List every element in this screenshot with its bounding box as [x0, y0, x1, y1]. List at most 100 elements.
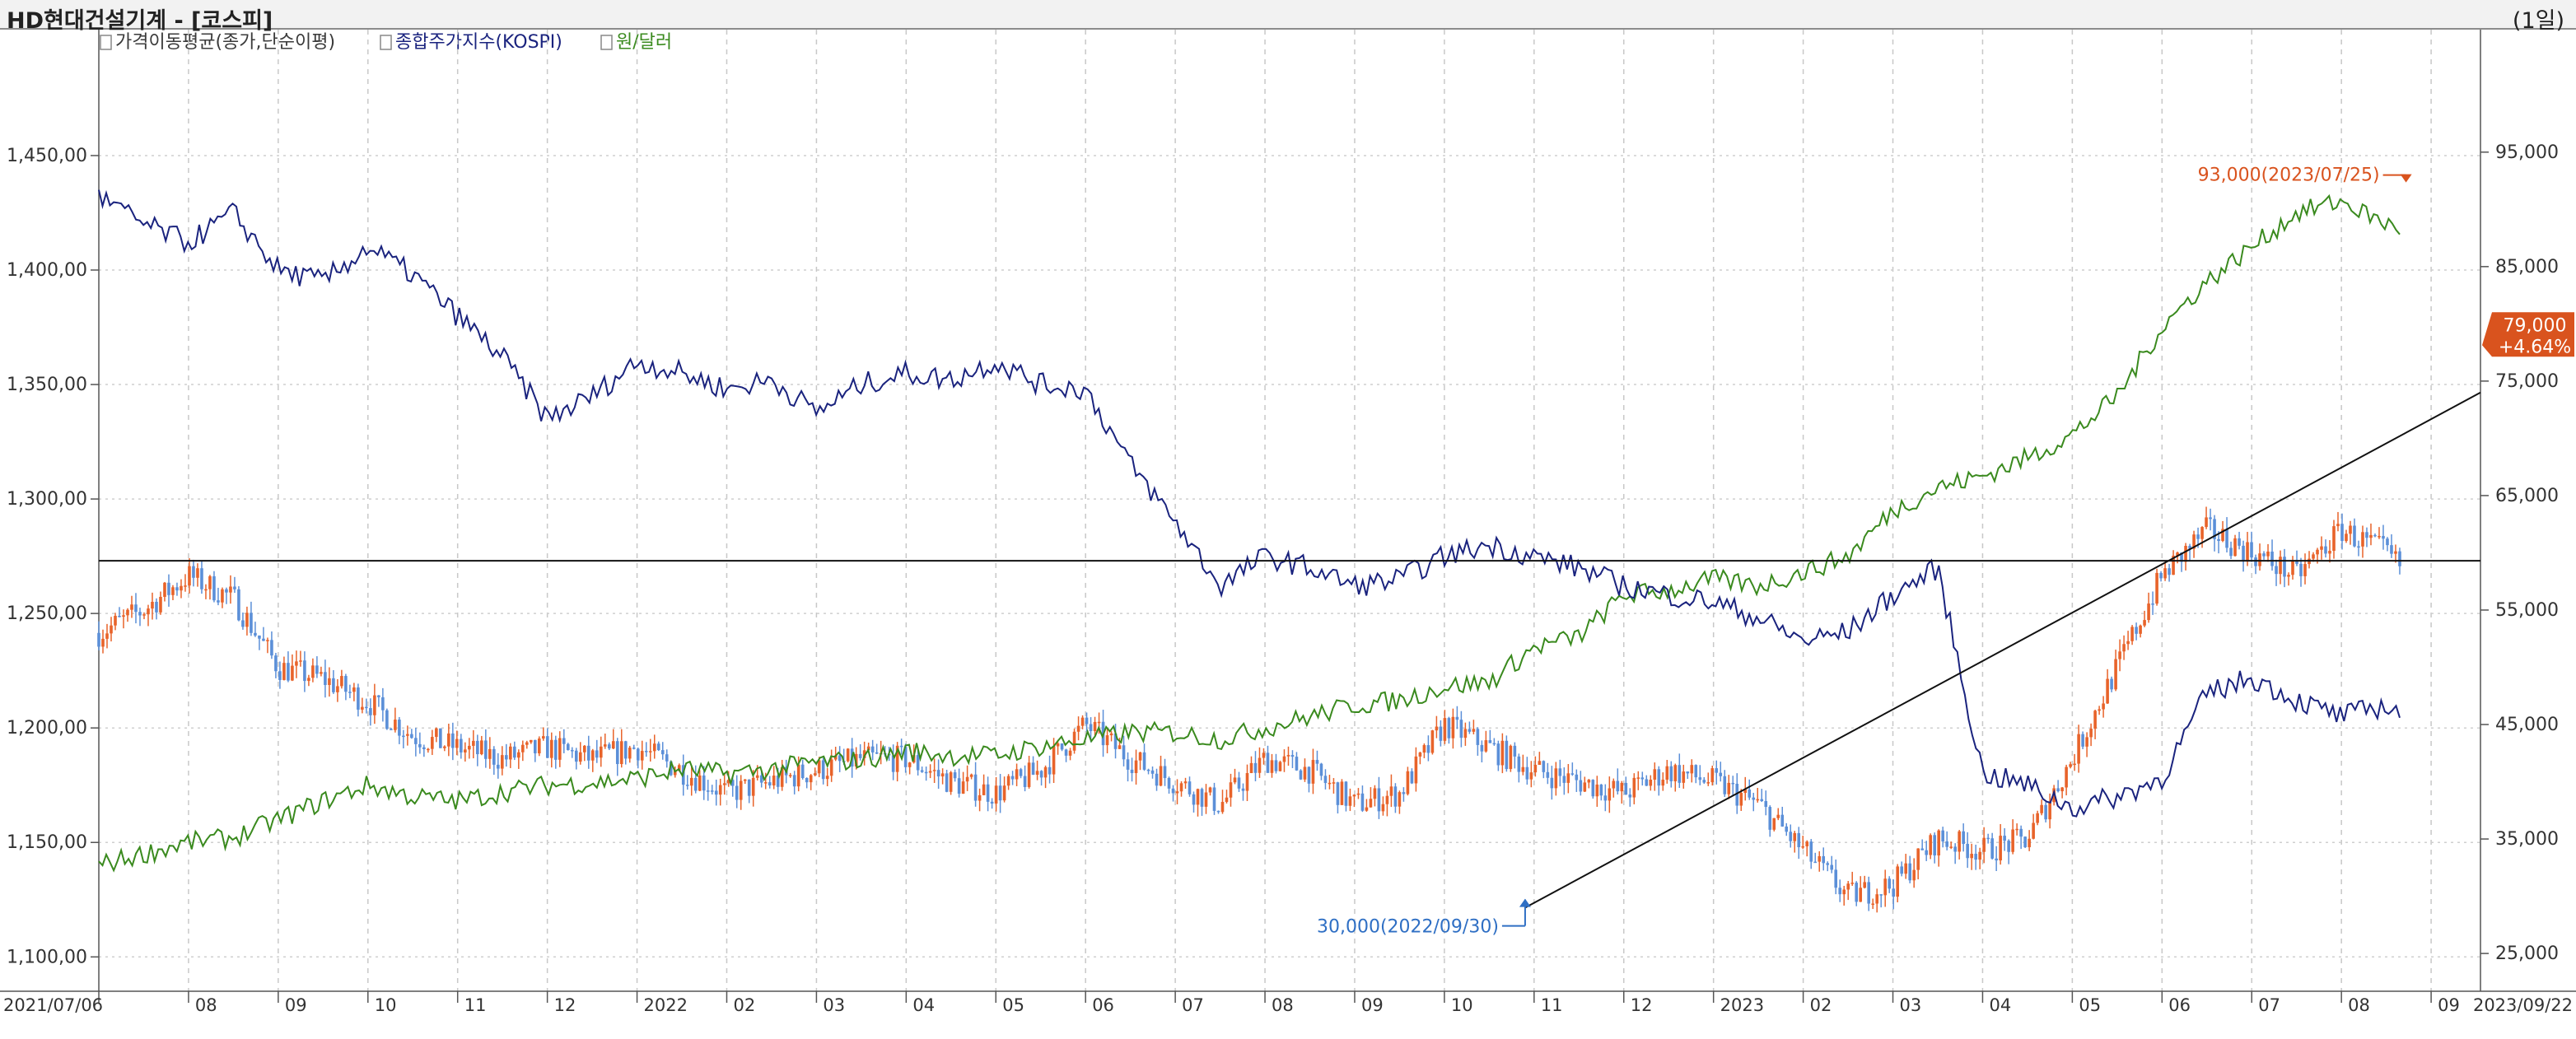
candle-body [435, 728, 438, 738]
left-tick-label: 1,450,00 [7, 146, 87, 166]
candle-body [1109, 733, 1113, 736]
candle-body [677, 765, 681, 771]
candle-body [965, 776, 969, 782]
candle-body [660, 750, 665, 755]
candle-body [718, 785, 722, 795]
candle-body [1245, 773, 1249, 791]
candle-body [2073, 763, 2076, 766]
candle-body [590, 750, 595, 761]
candle-body [97, 632, 100, 647]
candle-body [1220, 802, 1225, 813]
candle-body [920, 770, 924, 772]
candle-body [1315, 760, 1319, 764]
candle-body [254, 632, 257, 636]
legend-entry-2: 종합주가지수(KOSPI) [395, 32, 562, 53]
candle-body [1064, 749, 1068, 756]
candle-body [1105, 735, 1109, 746]
candle-body [2209, 517, 2212, 520]
candle-body [1369, 799, 1373, 808]
candle-body [303, 660, 306, 682]
candle-body [1039, 771, 1043, 778]
candle-body [710, 790, 714, 792]
candle-body [698, 775, 702, 791]
x-tick-label: 04 [1989, 995, 2011, 1015]
candle-body [1072, 731, 1076, 751]
chart-title: HD현대건설기계 - [코스피] [7, 8, 273, 34]
candle-body [196, 568, 199, 578]
candle-body [1937, 830, 1940, 856]
candle-body [574, 750, 578, 762]
candle-body [1793, 832, 1797, 841]
candle-body [903, 747, 908, 767]
candle-body [530, 739, 533, 743]
candle-body [2089, 729, 2093, 738]
candle-body [1311, 760, 1315, 784]
candle-body [155, 602, 158, 613]
candle-body [1476, 729, 1480, 745]
candle-body [743, 779, 747, 781]
candle-body [2217, 538, 2220, 542]
candle-body [2060, 787, 2064, 792]
candle-body [838, 755, 842, 762]
candle-body [1710, 768, 1715, 783]
candle-body [2262, 553, 2266, 557]
candle-body [373, 695, 376, 715]
candle-body [796, 764, 800, 787]
candle-body [1855, 883, 1859, 902]
x-tick-label: 08 [2348, 995, 2370, 1015]
candle-body [2032, 822, 2035, 839]
candle-body [1760, 799, 1764, 801]
price-chart[interactable]: 가격이동평균(종가,단순이평) 종합주가지수(KOSPI) 원/달러 08 09 10 1… [0, 30, 2576, 1039]
candle-body [1500, 740, 1505, 766]
legend-entry-1: 가격이동평균(종가,단순이평) [115, 32, 335, 53]
candle-body [1319, 763, 1323, 776]
candle-body [1916, 848, 1920, 870]
candle-body [1167, 778, 1171, 789]
candle-body [217, 600, 220, 603]
candle-body [2003, 836, 2006, 841]
candle-body [2213, 519, 2216, 539]
candle-body [2040, 804, 2043, 813]
candle-body [2028, 838, 2031, 848]
candle-body [208, 575, 212, 589]
candle-body [1558, 768, 1562, 776]
x-tick-label: 11 [464, 995, 487, 1015]
candle-body [460, 738, 463, 752]
candle-body [542, 736, 545, 739]
candle-body [735, 785, 739, 800]
candle-body [1430, 730, 1435, 753]
candle-body [1188, 781, 1192, 794]
candle-body [1056, 743, 1060, 747]
x-tick-label: 03 [823, 995, 845, 1015]
candle-body [1888, 878, 1891, 889]
candle-body [200, 568, 203, 589]
candle-body [1673, 765, 1678, 781]
candle-body [599, 746, 603, 758]
candle-body [1192, 794, 1196, 805]
candle-body [1962, 831, 1965, 845]
candle-body [1015, 769, 1019, 780]
candle-body [1929, 835, 1932, 855]
candle-body [1496, 743, 1500, 766]
candle-body [1113, 733, 1118, 749]
left-tick-label: 1,350,00 [7, 375, 87, 395]
candle-body [2065, 766, 2068, 788]
candle-body [2126, 641, 2130, 645]
candle-body [1373, 788, 1377, 799]
candle-body [2332, 526, 2336, 552]
x-tick-label: 12 [554, 995, 576, 1015]
candle-body [891, 755, 895, 772]
candle-body [451, 733, 455, 748]
candle-body [476, 740, 479, 755]
candle-body [1595, 784, 1599, 797]
candle-body [1258, 757, 1262, 773]
candle-body [566, 743, 570, 750]
candle-body [2246, 542, 2249, 561]
candle-body [1233, 777, 1237, 783]
candle-body [2225, 529, 2228, 548]
candle-body [1879, 894, 1883, 896]
candle-body [1665, 766, 1669, 780]
candle-body [497, 764, 500, 769]
candle-body [1583, 782, 1587, 792]
candle-body [821, 760, 825, 780]
